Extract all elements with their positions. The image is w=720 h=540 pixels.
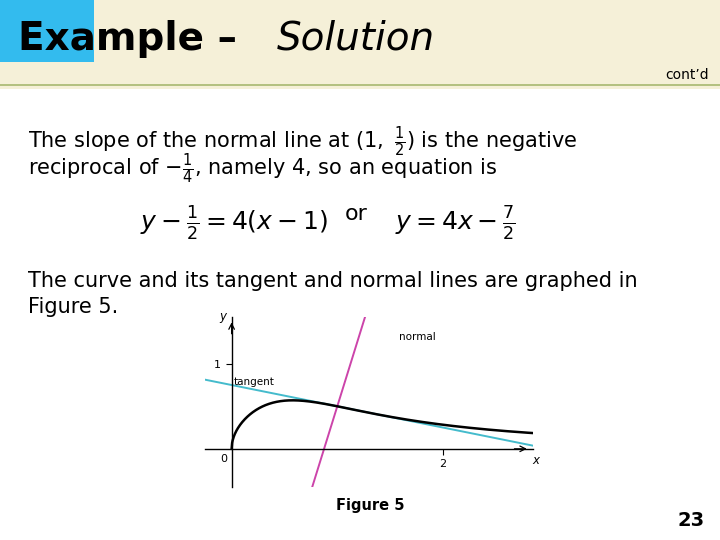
Text: normal: normal [399, 333, 436, 342]
Text: 0: 0 [220, 454, 228, 464]
Text: The slope of the normal line at $(1,\ \frac{1}{2})$ is the negative: The slope of the normal line at $(1,\ \f… [28, 124, 577, 159]
Text: $y-\frac{1}{2}=4(x-1)$: $y-\frac{1}{2}=4(x-1)$ [140, 204, 328, 242]
Text: Solution: Solution [277, 20, 436, 58]
Text: Example –: Example – [18, 20, 251, 58]
Text: or: or [345, 204, 368, 224]
Text: y: y [220, 310, 226, 323]
Bar [0, 0, 94, 62]
Text: The curve and its tangent and normal lines are graphed in: The curve and its tangent and normal lin… [28, 272, 638, 292]
Text: tangent: tangent [234, 377, 274, 387]
Text: x: x [533, 454, 539, 467]
Text: cont’d: cont’d [665, 68, 709, 82]
Text: Figure 5: Figure 5 [336, 498, 404, 513]
Text: 23: 23 [678, 511, 705, 530]
Text: $y=4x-\frac{7}{2}$: $y=4x-\frac{7}{2}$ [395, 204, 516, 242]
Text: Figure 5.: Figure 5. [28, 296, 118, 316]
Text: reciprocal of $-\frac{1}{4}$, namely 4, so an equation is: reciprocal of $-\frac{1}{4}$, namely 4, … [28, 151, 498, 186]
